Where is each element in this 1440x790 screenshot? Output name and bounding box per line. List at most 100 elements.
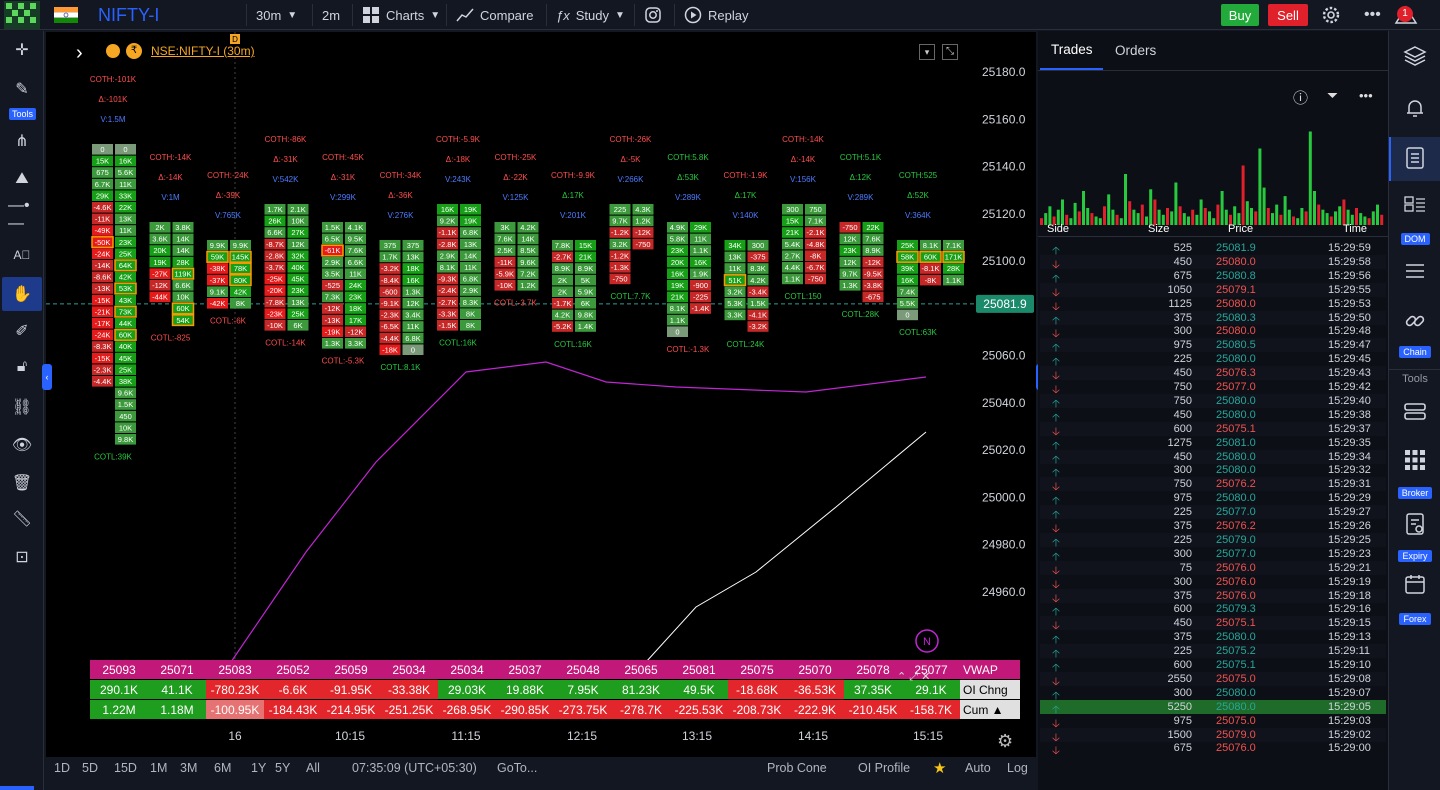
measure-tool[interactable]: ⊡ (8, 543, 36, 571)
trade-row[interactable]: 🡣 1500 25079.0 15:29:02 (1040, 727, 1386, 744)
bell-icon[interactable] (1399, 93, 1431, 123)
server-icon[interactable] (1399, 397, 1431, 427)
trade-row[interactable]: 🡣 600 25075.1 15:29:37 (1040, 421, 1386, 438)
range-button-5y[interactable]: 5Y (275, 761, 291, 775)
range-button-3m[interactable]: 3M (180, 761, 198, 775)
trade-row[interactable]: 🡡 375 25080.3 15:29:50 (1040, 310, 1386, 327)
trade-row[interactable]: 🡣 450 25076.3 15:29:43 (1040, 366, 1386, 382)
trade-row[interactable]: 🡣 1125 25080.0 15:29:53 (1040, 297, 1386, 313)
trade-row[interactable]: 🡣 2550 25075.0 15:29:08 (1040, 671, 1386, 688)
trade-row[interactable]: 🡡 225 25077.0 15:29:27 (1040, 505, 1386, 521)
trade-row[interactable]: 🡣 75 25076.0 15:29:21 (1040, 560, 1386, 577)
pencil-tool[interactable]: ✎ (8, 75, 36, 103)
trade-row[interactable]: 🡡 1275 25081.0 15:29:35 (1040, 436, 1386, 452)
delete-tool[interactable]: 🗑︎ (8, 469, 36, 497)
more-dots-icon[interactable]: ••• (1359, 88, 1373, 103)
trade-row[interactable]: 🡡 300 25080.0 15:29:07 (1040, 686, 1386, 702)
ruler-tool[interactable]: 📏︎ (8, 505, 36, 533)
settings-button[interactable] (1321, 0, 1341, 30)
visibility-tool[interactable]: 👁︎ (8, 431, 36, 459)
trade-row[interactable]: 🡣 375 25076.0 15:29:18 (1040, 588, 1386, 605)
trade-row[interactable]: 🡣 450 25075.1 15:29:15 (1040, 616, 1386, 632)
range-button-1y[interactable]: 1Y (251, 761, 267, 775)
study-dropdown[interactable]: ƒx Study ▼ (556, 0, 625, 30)
trade-row[interactable]: 🡣 750 25076.2 15:29:31 (1040, 477, 1386, 493)
app-logo[interactable] (4, 0, 42, 30)
compare-button[interactable]: Compare (456, 0, 533, 30)
trade-row[interactable]: 🡣 375 25076.2 15:29:26 (1040, 519, 1386, 535)
help-icon[interactable]: ⓘ (1293, 90, 1309, 107)
trade-row[interactable]: 🡡 975 25080.0 15:29:29 (1040, 491, 1386, 507)
fork-tool[interactable]: ⋔ (8, 127, 36, 155)
trade-row[interactable]: 🡡 675 25080.8 15:29:56 (1040, 269, 1386, 285)
pattern-tool[interactable]: ⛰ (8, 165, 36, 193)
buy-button[interactable]: Buy (1221, 4, 1259, 26)
goto-button[interactable]: GoTo... (497, 761, 538, 775)
text-tool[interactable]: A⃞ (8, 241, 36, 269)
range-button-1d[interactable]: 1D (54, 761, 70, 775)
range-button-all[interactable]: All (306, 761, 320, 775)
lock-tool[interactable]: 🔓︎ (8, 353, 36, 381)
chart-area[interactable]: COTH:-101K Δ:-101K V:1.5M 0 15K 675 6.7K 29K -4.… (46, 32, 1036, 757)
collapse-arrow-icon[interactable]: › (76, 42, 83, 64)
range-button-5d[interactable]: 5D (82, 761, 98, 775)
log-button[interactable]: Log (1007, 761, 1028, 775)
trade-row[interactable]: 🡣 750 25077.0 15:29:42 (1040, 380, 1386, 396)
brush-tool[interactable]: ✐ (8, 317, 36, 345)
trade-row[interactable]: 🡣 675 25076.0 15:29:00 (1040, 741, 1386, 757)
timeframe-button[interactable]: 2m (322, 0, 340, 30)
chain-icon[interactable] (1399, 306, 1431, 336)
expiry-icon[interactable] (1399, 509, 1431, 539)
trade-row[interactable]: 🡡 375 25080.0 15:29:13 (1040, 630, 1386, 646)
trade-row[interactable]: 🡡 450 25080.0 15:29:38 (1040, 408, 1386, 424)
trade-row[interactable]: 🡡 225 25075.2 15:29:11 (1040, 644, 1386, 660)
trade-row[interactable]: 🡡 600 25079.3 15:29:16 (1040, 602, 1386, 618)
charts-dropdown[interactable]: Charts ▼ (362, 0, 440, 30)
broker-grid-icon[interactable] (1399, 445, 1431, 475)
chart-settings-icon[interactable]: ⚙ (997, 731, 1014, 751)
interval-dropdown[interactable]: 30m ▼ (256, 0, 297, 30)
trade-row[interactable]: 🡣 1050 25079.1 15:29:55 (1040, 282, 1386, 299)
calendar-icon[interactable] (1399, 569, 1431, 599)
trade-row[interactable]: 🡡 450 25080.0 15:29:34 (1040, 449, 1386, 466)
sell-button[interactable]: Sell (1268, 4, 1308, 26)
auto-button[interactable]: Auto (965, 761, 991, 775)
order-book-icon[interactable] (1399, 143, 1431, 173)
dom-icon[interactable] (1399, 191, 1431, 221)
range-button-1m[interactable]: 1M (150, 761, 168, 775)
trade-row[interactable]: 🡣 975 25075.0 15:29:03 (1040, 714, 1386, 730)
trade-row[interactable]: 🡡 975 25080.5 15:29:47 (1040, 338, 1386, 354)
prob-cone-button[interactable]: Prob Cone (767, 761, 827, 775)
trade-row[interactable]: 🡡 5250 25080.0 15:29:05 (1040, 699, 1386, 716)
trade-row[interactable]: 🡡 750 25080.0 15:29:40 (1040, 393, 1386, 410)
trade-row[interactable]: 🡣 450 25080.0 15:29:58 (1040, 254, 1386, 271)
trade-row[interactable]: 🡣 300 25080.0 15:29:48 (1040, 324, 1386, 340)
table-controls[interactable]: ⌃ ⤢ ✕ (897, 670, 930, 684)
oi-profile-button[interactable]: OI Profile (858, 761, 911, 775)
layers-icon[interactable] (1399, 41, 1431, 71)
tab-trades[interactable]: Trades (1051, 42, 1093, 57)
magnet-tool[interactable]: ✋ (2, 277, 42, 311)
alert-button[interactable]: 1 (1394, 0, 1418, 30)
trade-row[interactable]: 🡡 225 25079.0 15:29:25 (1040, 532, 1386, 549)
line-tool[interactable]: —•— (8, 197, 36, 232)
footprint-chart[interactable]: COTH:-101K Δ:-101K V:1.5M 0 15K 675 6.7K 29K -4.… (46, 32, 1036, 757)
chart-legend[interactable]: NSE:NIFTY-I (30m) (151, 44, 255, 58)
symbol-search[interactable]: NIFTY-I (98, 0, 159, 30)
trade-row[interactable]: 🡡 225 25080.0 15:29:45 (1040, 352, 1386, 368)
crosshair-tool[interactable]: ✛ (8, 36, 36, 64)
star-icon[interactable]: ★ (933, 760, 947, 777)
list-icon[interactable] (1399, 256, 1431, 286)
replay-button[interactable]: Replay (684, 0, 748, 30)
chevron-down-icon[interactable]: ▾ (919, 44, 935, 60)
expand-icon[interactable]: ⤡ (942, 44, 958, 60)
link-tool[interactable]: ⛓ (8, 393, 36, 421)
trade-row[interactable]: 🡣 300 25076.0 15:29:19 (1040, 575, 1386, 591)
tab-orders[interactable]: Orders (1115, 43, 1157, 58)
left-panel-toggle[interactable]: ‹ (42, 364, 52, 390)
filter-icon[interactable]: ⏷ (1327, 87, 1339, 103)
trade-row[interactable]: 🡡 525 25081.9 15:29:59 (1040, 241, 1386, 257)
range-button-15d[interactable]: 15D (114, 761, 137, 775)
instagram-button[interactable] (644, 0, 662, 30)
range-button-6m[interactable]: 6M (214, 761, 232, 775)
